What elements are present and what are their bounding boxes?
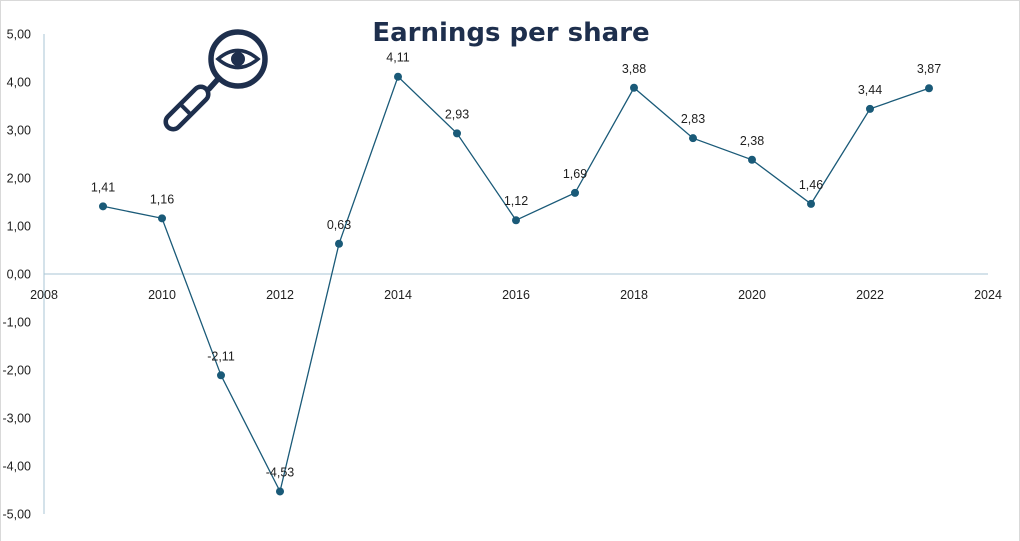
data-label: -4,53 <box>266 465 295 479</box>
data-label: 3,88 <box>622 62 646 76</box>
x-tick-label: 2010 <box>148 288 176 302</box>
axes <box>43 34 988 514</box>
x-tick-label: 2022 <box>856 288 884 302</box>
x-tick-label: 2014 <box>384 288 412 302</box>
y-tick-label: 5,00 <box>7 28 31 42</box>
data-point <box>748 155 756 164</box>
x-tick-label: 2008 <box>30 288 58 302</box>
data-point <box>99 202 107 211</box>
data-label: 2,83 <box>681 112 705 126</box>
data-label: 1,41 <box>91 180 115 194</box>
data-label: -2,11 <box>207 349 235 363</box>
y-tick-label: 3,00 <box>7 124 31 138</box>
data-label: 0,63 <box>327 218 351 232</box>
data-label: 3,87 <box>917 62 941 76</box>
data-label: 1,12 <box>504 194 528 208</box>
data-label: 1,16 <box>150 192 174 206</box>
series-line <box>102 75 930 494</box>
data-point <box>512 216 520 225</box>
y-tick-label: -3,00 <box>3 412 32 426</box>
y-tick-label: -4,00 <box>3 460 32 474</box>
series-line-group <box>102 75 930 494</box>
y-tick-label: -2,00 <box>3 364 32 378</box>
y-tick-label: -5,00 <box>3 508 32 522</box>
y-tick-label: -1,00 <box>3 316 32 330</box>
data-point <box>807 199 815 208</box>
data-point <box>866 104 874 113</box>
data-label: 3,44 <box>858 83 882 97</box>
data-label: 1,69 <box>563 167 587 181</box>
y-tick-label: 4,00 <box>7 76 31 90</box>
chart-title: Earnings per share <box>372 18 649 48</box>
data-point <box>335 239 343 248</box>
data-point <box>394 72 402 81</box>
magnifier-eye-icon <box>163 29 268 132</box>
data-label: 1,46 <box>799 178 823 192</box>
data-labels: 1,41 1,16 -2,11 -4,53 0,63 4,11 2,93 1,12 1,69 3,… <box>91 51 941 480</box>
data-label: 2,38 <box>740 134 764 148</box>
data-label: 4,11 <box>386 51 409 65</box>
data-point <box>925 84 933 93</box>
x-tick-label: 2016 <box>502 288 530 302</box>
data-point <box>276 487 284 496</box>
data-point <box>453 129 461 138</box>
data-point <box>689 134 697 143</box>
x-tick-label: 2024 <box>974 288 1002 302</box>
y-tick-label: 1,00 <box>7 220 31 234</box>
data-point <box>158 214 166 223</box>
data-point <box>571 188 579 197</box>
data-points <box>99 72 933 496</box>
x-tick-label: 2018 <box>620 288 648 302</box>
data-point <box>217 371 225 380</box>
x-tick-label: 2020 <box>738 288 766 302</box>
x-tick-label: 2012 <box>266 288 294 302</box>
data-point <box>630 83 638 92</box>
y-tick-label: 0,00 <box>7 268 31 282</box>
data-label: 2,93 <box>445 107 469 121</box>
y-tick-label: 2,00 <box>7 172 31 186</box>
y-axis-ticks: 5,00 4,00 3,00 2,00 1,00 0,00 -1,00 -2,00 -3,00 -… <box>3 28 32 522</box>
x-axis-ticks: 2008 2010 2012 2014 2016 2018 2020 2022 2024 <box>30 288 1002 302</box>
